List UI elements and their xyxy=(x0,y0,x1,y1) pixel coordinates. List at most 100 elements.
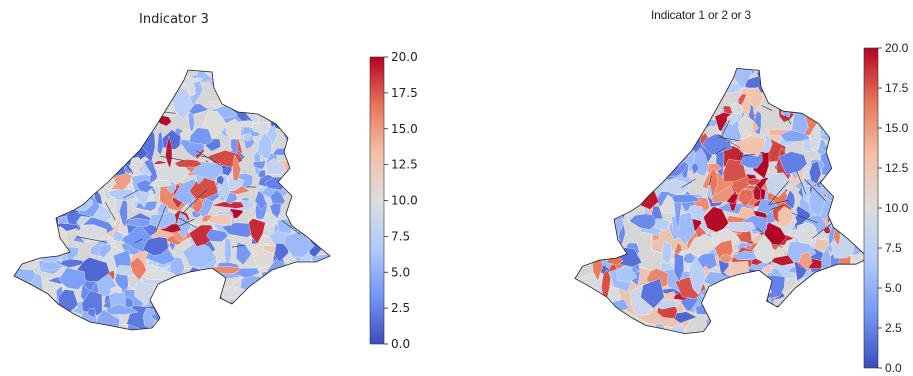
region-polygon xyxy=(26,194,49,209)
choropleth-map: 0.0 2.5 5.0 7.5 10.0 12.5 15.0 17.5 20.0 xyxy=(13,50,418,351)
region-polygon xyxy=(798,251,813,271)
region-polygon xyxy=(841,302,856,330)
region-polygon xyxy=(41,95,61,113)
region-polygon xyxy=(15,303,27,315)
region-polygon xyxy=(285,73,315,105)
region-polygon xyxy=(582,310,603,333)
region-polygon xyxy=(779,129,811,143)
region-polygon xyxy=(833,155,853,172)
region-polygon xyxy=(69,137,105,167)
region-polygon xyxy=(163,70,171,83)
region-polygon xyxy=(134,70,151,97)
municipality-boundary xyxy=(804,178,827,202)
region-polygon xyxy=(79,153,96,180)
region-polygon xyxy=(75,156,103,184)
region-polygon xyxy=(198,289,218,304)
region-polygon xyxy=(723,309,750,334)
region-polygon xyxy=(617,107,629,122)
region-polygon xyxy=(279,283,288,305)
region-polygon xyxy=(209,306,235,317)
region-polygon xyxy=(251,300,264,325)
region-polygon xyxy=(641,123,650,154)
region-polygon xyxy=(270,70,293,99)
region-polygon xyxy=(687,234,715,257)
region-polygon xyxy=(612,110,630,129)
region-polygon xyxy=(211,287,220,315)
municipality-boundary xyxy=(89,96,120,105)
region-polygon xyxy=(831,135,839,156)
region-polygon xyxy=(144,78,155,108)
region-polygon xyxy=(582,298,591,329)
region-polygon xyxy=(738,113,753,140)
region-polygon xyxy=(78,115,109,143)
region-polygon xyxy=(127,218,152,227)
colorbar: 0.0 2.5 5.0 7.5 10.0 12.5 15.0 17.5 20.0 xyxy=(863,41,909,375)
region-polygon xyxy=(840,291,865,313)
region-polygon xyxy=(60,160,75,168)
region-polygon xyxy=(40,80,55,101)
region-polygon xyxy=(852,311,863,326)
region-polygon xyxy=(591,321,601,334)
region-polygon xyxy=(272,273,298,286)
region-polygon xyxy=(41,70,62,86)
region-polygon xyxy=(112,103,136,120)
region-polygon xyxy=(771,315,783,324)
region-polygon xyxy=(302,118,315,140)
region-polygon xyxy=(795,68,816,86)
region-polygon xyxy=(578,298,597,318)
region-polygon xyxy=(260,304,291,330)
region-polygon xyxy=(30,92,49,115)
region-polygon xyxy=(636,155,654,176)
region-polygon xyxy=(591,161,616,183)
region-polygon xyxy=(705,315,718,334)
region-polygon xyxy=(832,304,857,322)
region-polygon xyxy=(160,299,181,311)
region-polygon xyxy=(713,314,725,325)
region-polygon xyxy=(284,270,296,296)
region-polygon xyxy=(674,122,693,136)
region-polygon xyxy=(688,257,706,296)
region-polygon xyxy=(748,298,772,330)
region-polygon xyxy=(254,190,267,211)
region-polygon xyxy=(585,103,598,112)
region-polygon xyxy=(299,145,320,172)
region-polygon xyxy=(588,151,603,166)
region-polygon xyxy=(830,201,853,223)
municipality-boundary xyxy=(681,178,696,188)
region-polygon xyxy=(819,290,836,300)
region-polygon xyxy=(651,112,662,144)
region-polygon xyxy=(117,122,135,153)
region-polygon xyxy=(73,187,88,200)
region-polygon xyxy=(129,256,147,281)
region-polygon xyxy=(148,180,172,187)
region-polygon xyxy=(149,212,177,230)
colorbar-tick-label: 2.5 xyxy=(391,301,410,315)
colorbar-tick-label: 5.0 xyxy=(391,265,410,279)
region-polygon xyxy=(635,74,663,101)
region-polygon xyxy=(730,68,752,90)
region-polygon xyxy=(53,160,63,174)
region-polygon xyxy=(282,173,314,184)
region-polygon xyxy=(596,163,610,187)
region-polygon xyxy=(308,122,323,148)
region-polygon xyxy=(575,312,588,328)
municipality-boundary xyxy=(673,112,688,122)
region-polygon xyxy=(608,167,631,191)
region-polygon xyxy=(307,284,319,303)
region-polygon xyxy=(287,264,324,291)
region-polygon xyxy=(97,90,117,107)
map-panel-indicator-3: Indicator 3 0.0 2.5 5.0 7.5 10.0 12.5 15.0 17.5… xyxy=(0,0,456,376)
region-polygon xyxy=(693,103,700,115)
region-polygon xyxy=(39,318,56,330)
region-polygon xyxy=(683,105,715,122)
region-polygon xyxy=(779,151,808,175)
region-polygon xyxy=(703,206,731,233)
region-polygon xyxy=(717,284,749,306)
municipality-boundary xyxy=(169,218,195,231)
municipality-boundary xyxy=(717,134,741,149)
region-polygon xyxy=(634,155,652,168)
region-polygon xyxy=(294,322,304,330)
region-polygon xyxy=(708,296,733,315)
region-polygon xyxy=(640,72,662,81)
region-polygon xyxy=(232,154,241,182)
